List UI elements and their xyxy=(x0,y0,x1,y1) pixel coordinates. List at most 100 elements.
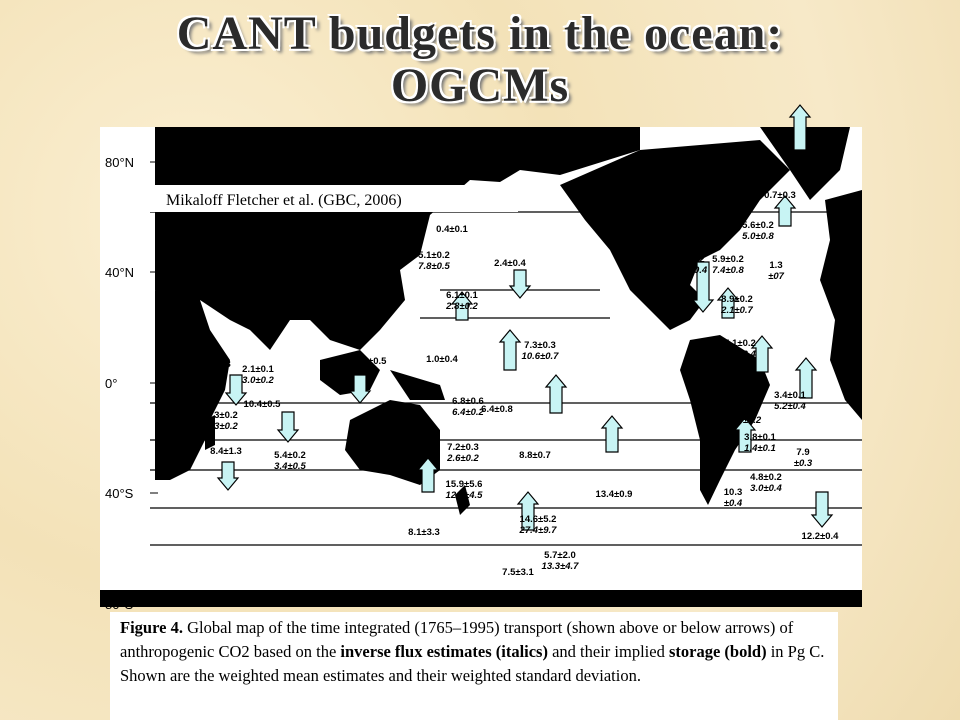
flux-label: 5.2±0.4 xyxy=(774,401,806,412)
storage-label: 7.9 xyxy=(796,447,809,458)
flux-label: 5.0±0.8 xyxy=(742,231,774,242)
storage-label: 10.3 xyxy=(724,487,743,498)
storage-label: 6.1±0.1 xyxy=(446,290,478,301)
storage-label: 5.9±0.2 xyxy=(712,254,744,265)
arrow xyxy=(794,357,818,399)
arrow xyxy=(810,491,834,528)
flux-label: 10.6±0.7 xyxy=(522,351,560,362)
flux-label: 1.4±0.1 xyxy=(744,443,776,454)
storage-label: 12.2±0.4 xyxy=(802,531,840,542)
storage-label: 0.2 xyxy=(691,254,704,265)
flux-label: 3.3±0.2 xyxy=(206,421,238,432)
title-line: OGCMs xyxy=(390,59,570,112)
arrow xyxy=(716,287,740,319)
land xyxy=(100,127,862,607)
storage-label: 15.9±5.6 xyxy=(446,479,483,490)
storage-label: 6.4±0.8 xyxy=(481,404,513,415)
caption-emph: storage (bold) xyxy=(668,642,767,661)
storage-label: 1.0±0.4 xyxy=(426,354,458,365)
lat-label: 40°N xyxy=(105,265,134,280)
arrow xyxy=(516,491,540,531)
storage-label: 8.1±3.3 xyxy=(408,527,440,538)
storage-label: 0.7±0.3 xyxy=(764,190,796,201)
arrow xyxy=(508,269,532,299)
caption-text: in Pg C. Shown are the weighted mean est… xyxy=(120,642,825,685)
storage-label: 0.4±0.1 xyxy=(436,224,468,235)
title: CANT budgets in the ocean: OGCMs xyxy=(0,8,960,112)
caption-label: Figure 4. xyxy=(120,618,183,637)
storage-label: 9.6 xyxy=(745,404,758,415)
storage-label: 0.7±0.5 xyxy=(454,147,486,158)
arrow xyxy=(276,411,300,443)
flux-label: 12.8±4.5 xyxy=(446,490,484,501)
storage-label: 6.6 xyxy=(711,350,724,361)
arrow xyxy=(216,461,240,491)
flux-label: ±0.4 xyxy=(689,265,708,276)
flux-label: 2.8±0.2 xyxy=(445,301,478,312)
storage-label: 1.3 xyxy=(769,260,782,271)
flux-label: ±07 xyxy=(768,271,784,282)
storage-label: 10.6±0.5 xyxy=(350,356,388,367)
lat-label: 0° xyxy=(105,376,117,391)
storage-label: 5.7±2.0 xyxy=(544,550,576,561)
storage-label: 2.4±0.4 xyxy=(494,258,526,269)
caption-text: and their implied xyxy=(547,642,669,661)
arrow xyxy=(348,374,372,404)
storage-label: 5.4±0.2 xyxy=(274,450,306,461)
arrow xyxy=(773,195,797,227)
flux-label: 3.0±0.2 xyxy=(242,375,274,386)
arrow xyxy=(691,261,715,313)
citation: Mikaloff Fletcher et al. (GBC, 2006) xyxy=(166,192,402,209)
storage-label: 3.8±0.1 xyxy=(744,432,776,443)
storage-label: 14.6±5.2 xyxy=(520,514,557,525)
flux-label: 13.3±4.7 xyxy=(542,561,580,572)
arrow xyxy=(733,417,757,453)
flux-label: ±0.3 xyxy=(794,458,813,469)
storage-label: 6.8±0.6 xyxy=(452,396,484,407)
arrow xyxy=(450,291,474,321)
flux-label: 6.4±0.2 xyxy=(452,407,484,418)
flux-label: 2.2±0.4 xyxy=(723,349,756,360)
caption-text: Global map of the time integrated (1765–… xyxy=(120,618,794,661)
storage-label: 7.5±3.1 xyxy=(502,567,534,578)
caption-emph: inverse flux estimates (italics) xyxy=(340,642,548,661)
arrow xyxy=(750,335,774,373)
storage-label: 8.9±0.2 xyxy=(721,294,753,305)
arrow xyxy=(544,374,568,414)
title-line: CANT budgets in the ocean: xyxy=(176,7,784,60)
storage-label: 10.4±0.5 xyxy=(244,399,282,410)
storage-label: 4.3±0.2 xyxy=(206,410,238,421)
lat-label: 80°N xyxy=(105,155,134,170)
arrow xyxy=(416,457,440,493)
storage-label: 13.4±0.9 xyxy=(596,489,633,500)
flux-label: ±0.3 xyxy=(709,361,728,372)
storage-label: 7.2±0.3 xyxy=(447,442,479,453)
storage-label: 7.3±0.3 xyxy=(524,340,556,351)
flux-label: 2.1±0.7 xyxy=(720,305,753,316)
citation-box xyxy=(148,185,518,212)
arrow xyxy=(788,104,812,151)
storage-label: 5.1±0.2 xyxy=(418,250,450,261)
storage-label: 5.6±0.2 xyxy=(742,220,774,231)
flux-label: 2.6±0.2 xyxy=(446,453,479,464)
storage-label: 0.9±0.3 xyxy=(199,359,231,370)
storage-label: 5.1±0.2 xyxy=(724,338,756,349)
flux-label: 3.0±0.4 xyxy=(750,483,782,494)
flux-label: 7.4±0.8 xyxy=(712,265,744,276)
arrow xyxy=(600,415,624,453)
storage-label: 3.4±0.1 xyxy=(774,390,806,401)
arrow xyxy=(498,329,522,371)
flux-label: 1.7±0.4 xyxy=(454,158,486,169)
lat-label: 80°S xyxy=(105,597,134,612)
storage-label: 8.8±0.7 xyxy=(519,450,551,461)
flux-label: ±0.4 xyxy=(724,498,743,509)
arrow xyxy=(224,374,248,406)
lat-label: 40°S xyxy=(105,486,134,501)
caption: Figure 4. Global map of the time integra… xyxy=(110,612,838,720)
flux-label: 7.8±0.5 xyxy=(418,261,450,272)
storage-label: 8.4±1.3 xyxy=(210,446,242,457)
flux-label: 3.4±0.5 xyxy=(274,461,306,472)
flux-label: ±0.2 xyxy=(743,415,762,426)
